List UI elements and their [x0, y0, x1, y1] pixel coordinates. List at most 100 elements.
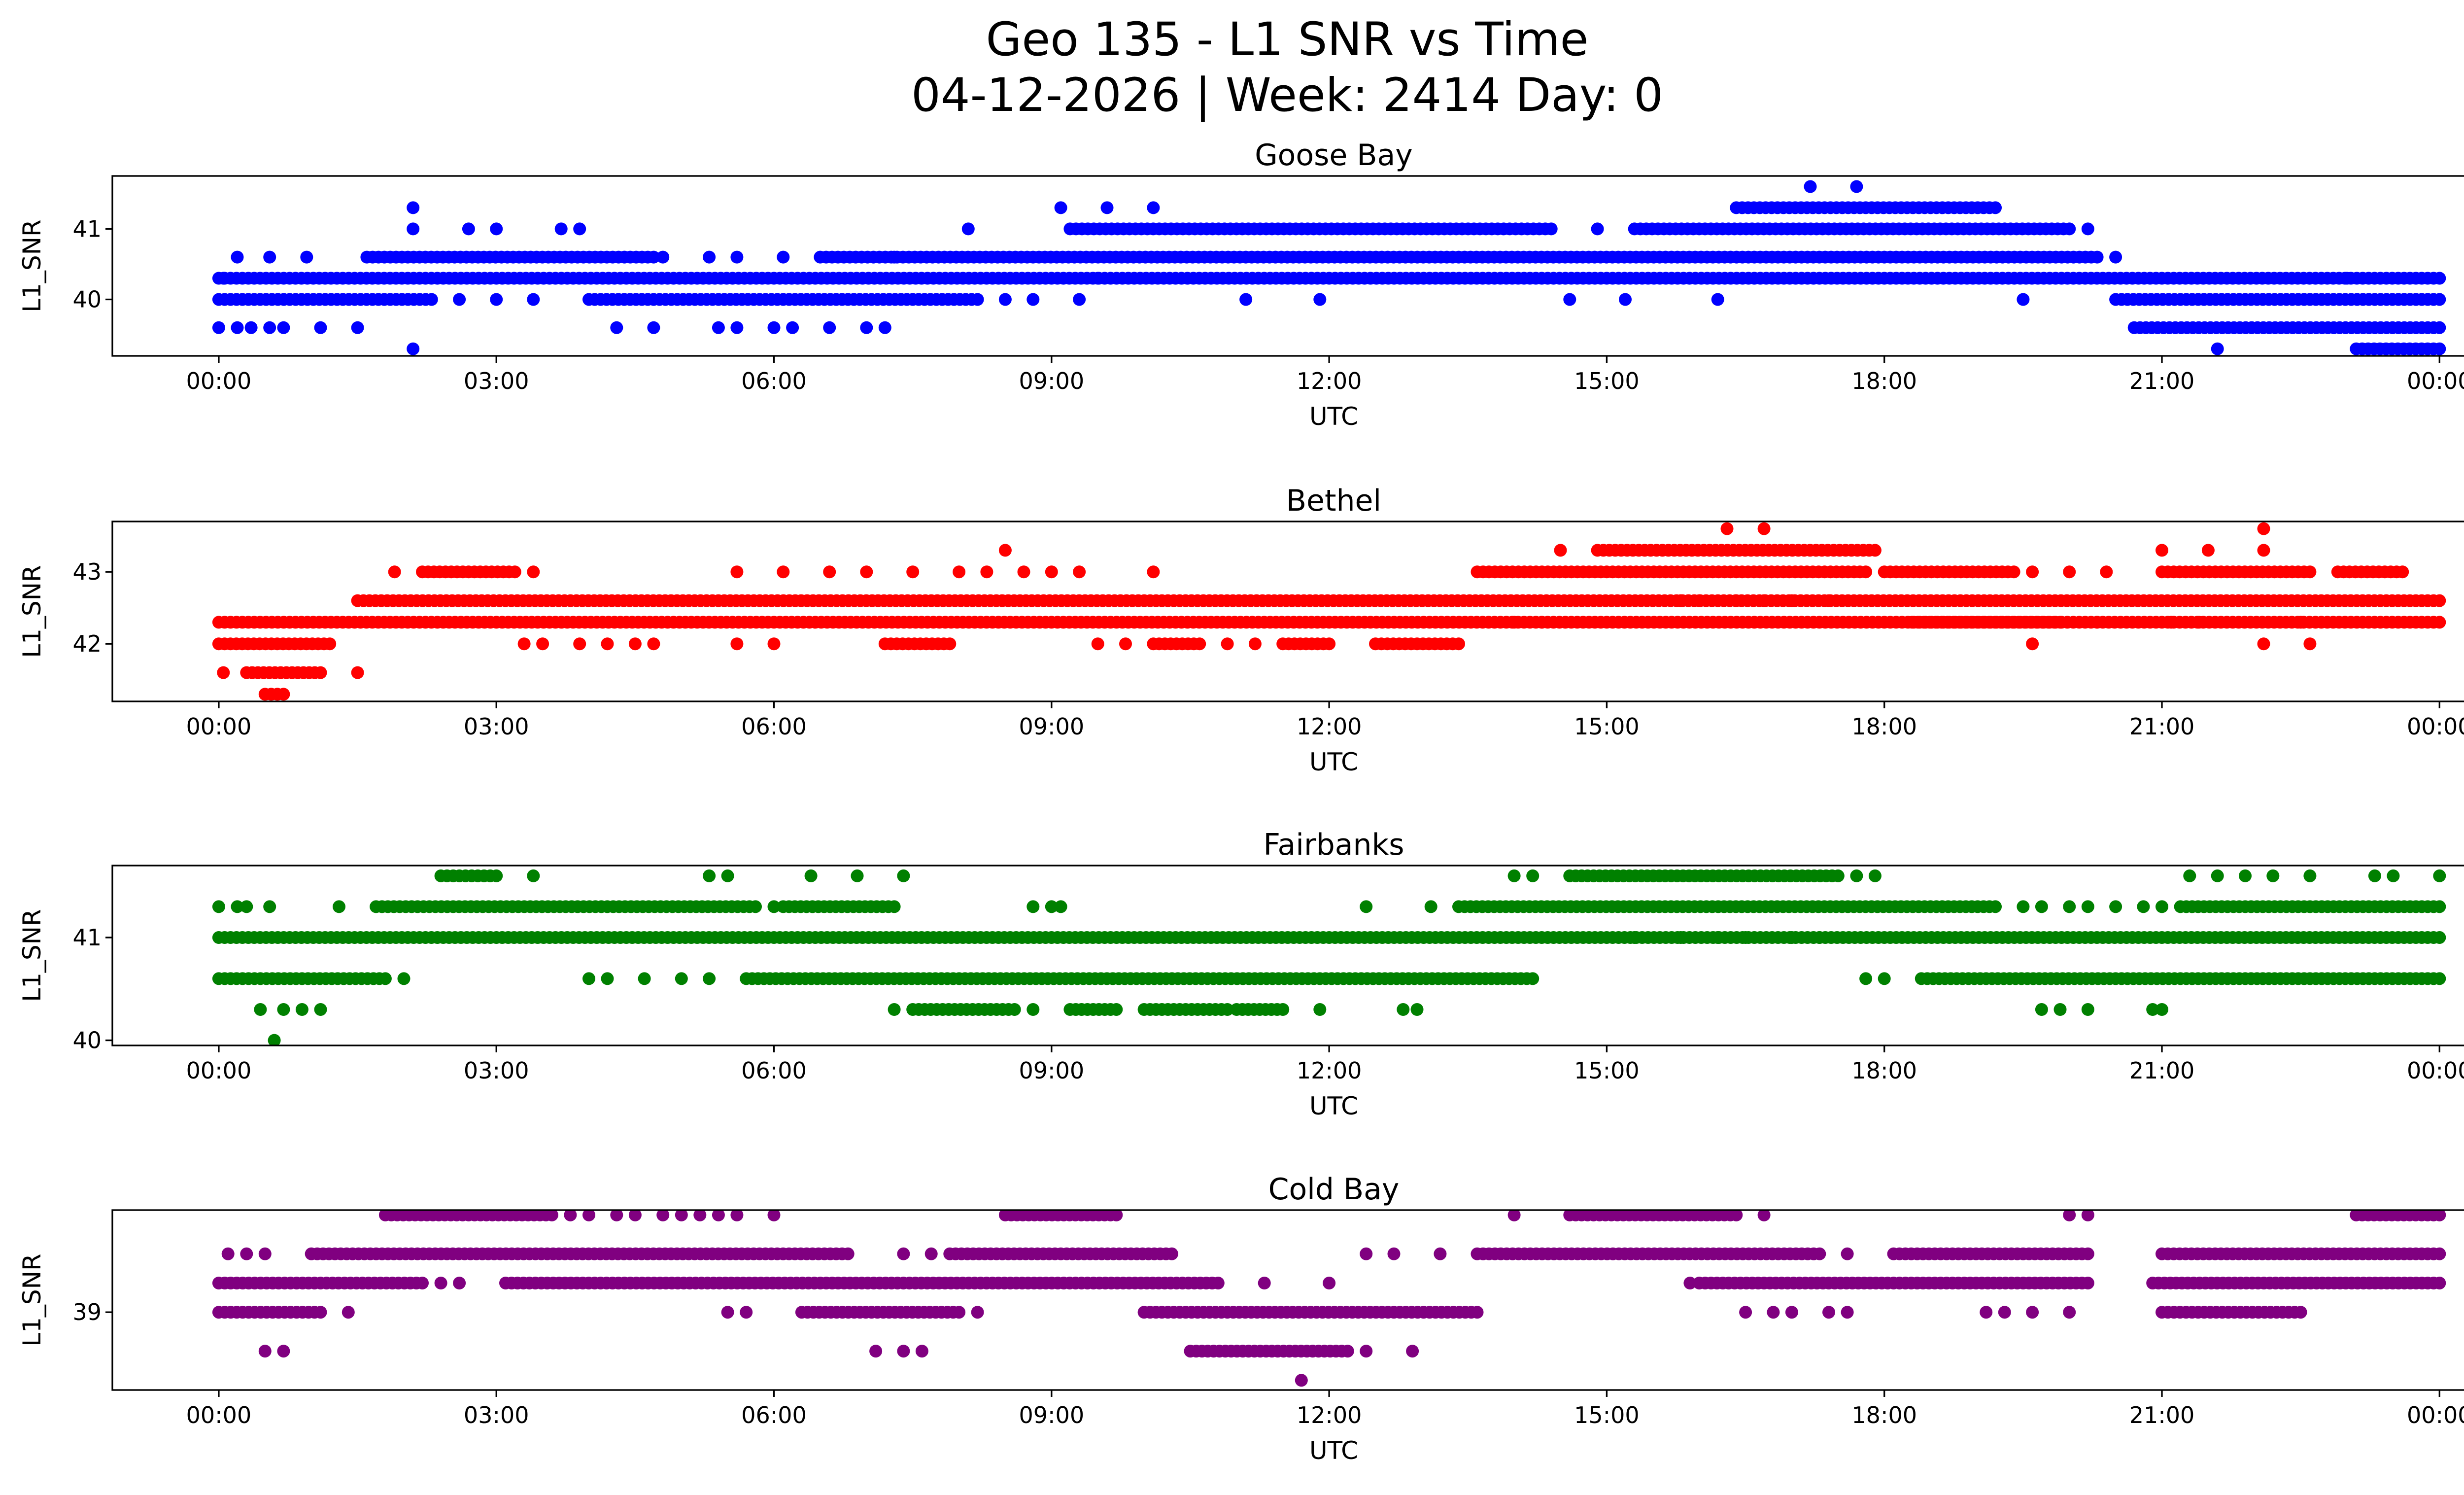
data-point — [1730, 594, 1743, 607]
data-point — [2109, 250, 2122, 264]
data-point — [767, 1210, 781, 1221]
data-point — [730, 250, 744, 264]
point-run-fairbanks-9 — [1915, 972, 2446, 985]
data-point — [1757, 1210, 1771, 1221]
data-point — [2294, 616, 2307, 629]
data-point — [2081, 222, 2094, 236]
data-point — [823, 565, 836, 579]
subplot-goose-bay: Goose Bay 00:00 03:00 06:00 09:00 12:00 15:00 1… — [18, 138, 2464, 431]
data-point — [434, 1277, 447, 1289]
data-point — [1683, 1277, 1697, 1289]
data-point — [1785, 594, 1798, 607]
data-point — [2053, 1003, 2067, 1016]
x-tick-label: 00:00 — [2407, 713, 2464, 740]
data-point — [277, 1345, 290, 1358]
point-run-goose-bay-3 — [2109, 293, 2446, 306]
point-run-cold-bay-3 — [2146, 1277, 2446, 1289]
data-point — [2433, 869, 2446, 882]
data-point — [263, 900, 276, 913]
x-tick-label: 00:00 — [2407, 1057, 2464, 1084]
x-tick-label: 21:00 — [2129, 1057, 2195, 1084]
subplot-cold-bay: Cold Bay 00:00 03:00 06:00 09:00 12:00 15:00 18… — [18, 1172, 2464, 1465]
data-point — [2026, 637, 2039, 651]
data-point — [2433, 1247, 2446, 1260]
point-run-bethel-2 — [212, 637, 337, 651]
data-point — [2257, 544, 2270, 557]
point-run-goose-bay-9 — [2127, 321, 2446, 334]
data-point — [545, 1210, 558, 1221]
data-point — [1507, 869, 1521, 882]
point-run-bethel-9 — [2331, 565, 2409, 579]
point-run-cold-bay-12 — [2350, 1210, 2446, 1221]
data-point — [610, 1210, 623, 1221]
data-point — [1091, 637, 1104, 651]
point-run-bethel-4 — [258, 688, 290, 701]
x-tick-label: 09:00 — [1019, 1402, 1085, 1428]
data-point — [1693, 594, 1706, 607]
data-point — [1054, 201, 1067, 214]
y-tick-label: 40 — [72, 286, 102, 313]
subplot-title-fairbanks: Fairbanks — [1264, 828, 1404, 862]
data-point — [378, 972, 392, 985]
data-point — [786, 321, 799, 334]
x-tick-label: 18:00 — [1851, 1057, 1917, 1084]
data-point — [1360, 1247, 1373, 1260]
data-point — [1868, 544, 1882, 557]
point-run-fairbanks-4 — [2174, 900, 2446, 913]
data-point — [1767, 1306, 1780, 1319]
data-point — [2007, 565, 2020, 579]
data-point — [573, 222, 586, 236]
data-point — [1073, 565, 1086, 579]
data-point — [2294, 1306, 2307, 1319]
data-point — [1165, 1247, 1178, 1260]
data-point — [554, 222, 568, 236]
scatter-points-fairbanks — [212, 869, 2446, 1045]
point-run-cold-bay-9 — [378, 1210, 558, 1221]
data-point — [1674, 594, 1687, 607]
data-point — [980, 565, 993, 579]
data-point — [860, 565, 873, 579]
point-run-cold-bay-11 — [1563, 1210, 1743, 1221]
x-tick-label: 09:00 — [1019, 1057, 1085, 1084]
point-run-bethel-8 — [2156, 565, 2317, 579]
data-point — [2433, 900, 2446, 913]
data-point — [268, 1034, 281, 1045]
data-point — [804, 869, 818, 882]
point-run-bethel-0 — [212, 616, 2446, 629]
data-point — [897, 1247, 910, 1260]
point-run-goose-bay-1 — [212, 293, 438, 306]
data-point — [300, 250, 313, 264]
data-point — [1841, 1306, 1854, 1319]
data-point — [2081, 1210, 2094, 1221]
data-point — [2053, 616, 2067, 629]
data-point — [1859, 565, 1873, 579]
subplot-title-bethel: Bethel — [1286, 484, 1381, 518]
data-point — [2239, 869, 2252, 882]
data-point — [342, 1306, 355, 1319]
data-point — [721, 1306, 734, 1319]
point-run-goose-bay-7 — [1628, 222, 2076, 236]
data-point — [2026, 1306, 2039, 1319]
plot-frame-goose-bay — [111, 175, 2464, 357]
x-tick-label: 00:00 — [186, 1402, 252, 1428]
data-point — [277, 1003, 290, 1016]
data-point — [2081, 1247, 2094, 1260]
data-point — [730, 637, 744, 651]
data-point — [490, 293, 503, 306]
data-point — [1239, 293, 1253, 306]
point-run-goose-bay-2 — [582, 293, 984, 306]
data-point — [314, 1003, 327, 1016]
data-point — [2063, 1306, 2076, 1319]
x-tick-label: 12:00 — [1297, 713, 1362, 740]
data-point — [240, 900, 253, 913]
x-tick-label: 21:00 — [2129, 1402, 2195, 1428]
data-point — [2303, 869, 2317, 882]
data-point — [2035, 900, 2048, 913]
data-point — [2081, 900, 2094, 913]
x-tick-label: 00:00 — [186, 368, 252, 394]
x-tick-label: 21:00 — [2129, 368, 2195, 394]
data-point — [231, 321, 244, 334]
data-point — [254, 1003, 267, 1016]
data-point — [767, 900, 781, 913]
data-point — [2090, 250, 2104, 264]
